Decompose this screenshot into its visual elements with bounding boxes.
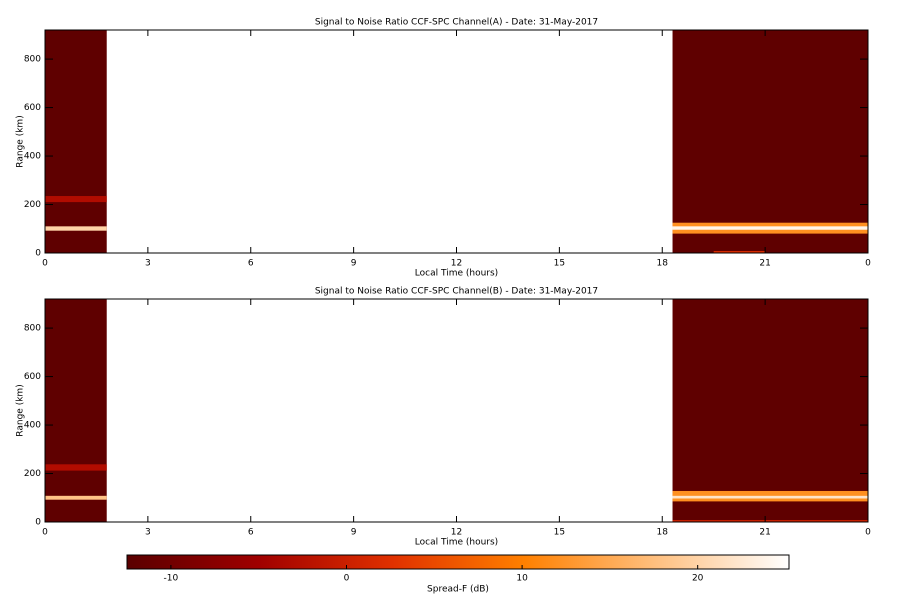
x-axis-label: Local Time (hours) [415,269,498,279]
x-tick-label: 3 [145,528,151,538]
x-tick-label: 6 [248,259,254,269]
heat-cell [713,251,766,253]
y-tick-label: 400 [24,152,41,162]
chart-title: Signal to Noise Ratio CCF-SPC Channel(B)… [315,287,598,297]
colorbar [126,554,790,570]
y-axis-label: Range (km) [16,384,26,436]
x-tick-label: 18 [657,259,669,269]
x-tick-label: 9 [351,259,357,269]
colorbar-tick-label: 20 [692,574,704,584]
y-tick-label: 200 [24,469,41,479]
x-axis-label: Local Time (hours) [415,538,498,548]
colorbar-tick-label: -10 [164,574,179,584]
y-axis-label: Range (km) [16,115,26,167]
heat-cell [45,196,107,203]
x-tick-label: 21 [759,259,770,269]
y-tick-label: 800 [24,55,41,65]
colorbar-tick-label: 0 [344,574,350,584]
colorbar-tick-label: 10 [516,574,528,584]
x-tick-label: 18 [657,528,669,538]
x-tick-label: 15 [554,259,565,269]
heat-cell [45,30,107,253]
colorbar-label: Spread-F (dB) [427,585,489,595]
y-tick-label: 400 [24,421,41,431]
x-tick-label: 3 [145,259,151,269]
x-tick-label: 0 [865,259,871,269]
heat-cell [672,495,868,499]
heat-cell [45,299,107,522]
y-tick-label: 0 [35,249,41,259]
heat-cell [672,520,868,522]
x-tick-label: 21 [759,528,770,538]
y-tick-label: 600 [24,372,41,382]
x-tick-label: 0 [42,259,48,269]
x-tick-label: 15 [554,528,565,538]
heat-cell [672,30,868,253]
heat-cell [45,464,107,471]
x-tick-label: 0 [865,528,871,538]
x-tick-label: 0 [42,528,48,538]
heat-cell [45,226,107,231]
heat-cell [45,495,107,500]
heat-cell [672,299,868,522]
y-tick-label: 600 [24,103,41,113]
x-tick-label: 12 [451,528,462,538]
y-tick-label: 200 [24,200,41,210]
x-tick-label: 12 [451,259,462,269]
chart-title: Signal to Noise Ratio CCF-SPC Channel(A)… [315,18,598,28]
y-tick-label: 800 [24,324,41,334]
x-tick-label: 9 [351,528,357,538]
y-tick-label: 0 [35,518,41,528]
heat-cell [672,226,868,230]
x-tick-label: 6 [248,528,254,538]
